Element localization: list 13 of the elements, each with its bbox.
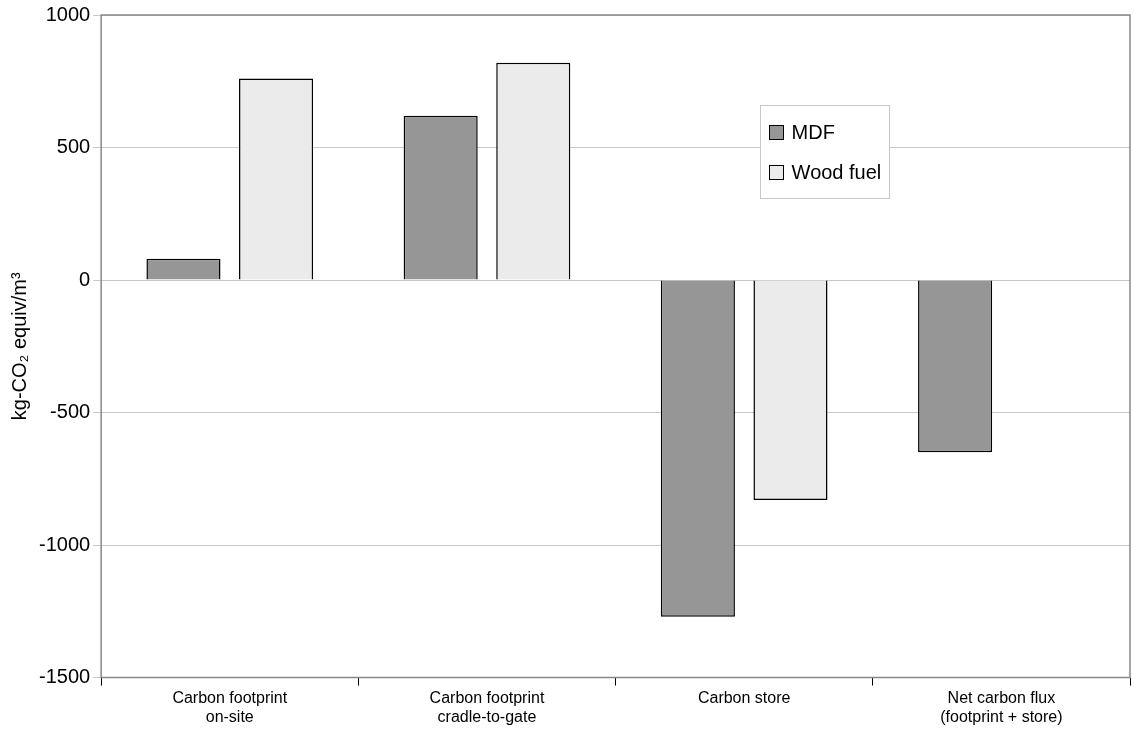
y-tick-label: 0 <box>79 267 91 290</box>
x-tick-label: Carbon footprint cradle-to-gate <box>429 688 545 725</box>
legend-label: MDF <box>791 120 835 144</box>
y-tick-label: 500 <box>56 135 91 158</box>
legend-label: Wood fuel <box>791 160 882 184</box>
y-tick-label: -1500 <box>39 665 91 688</box>
x-tick-label: Net carbon flux (footprint + store) <box>940 688 1063 725</box>
x-tick-label: Carbon store <box>697 688 791 706</box>
y-tick-label: -500 <box>50 400 91 423</box>
y-tick-label: 1000 <box>45 2 91 25</box>
y-tick-label: -1000 <box>39 532 91 555</box>
y-axis-title: kg-CO₂ equiv/m³ <box>7 272 30 421</box>
x-tick-label: Carbon footprint on-site <box>172 688 288 725</box>
